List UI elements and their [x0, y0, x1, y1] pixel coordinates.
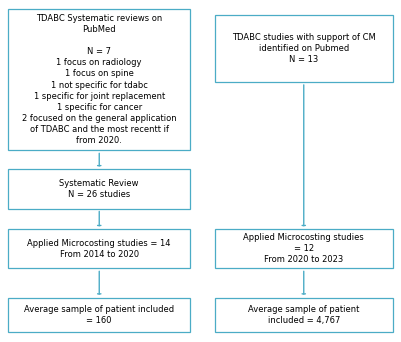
Text: TDABC Systematic reviews on
PubMed

N = 7
1 focus on radiology
1 focus on spine
: TDABC Systematic reviews on PubMed N = 7…: [22, 14, 176, 145]
FancyBboxPatch shape: [215, 229, 393, 268]
FancyBboxPatch shape: [8, 169, 190, 209]
Text: Systematic Review
N = 26 studies: Systematic Review N = 26 studies: [59, 179, 139, 199]
Text: Applied Microcosting studies = 14
From 2014 to 2020: Applied Microcosting studies = 14 From 2…: [28, 239, 171, 259]
Text: TDABC studies with support of CM
identified on Pubmed
N = 13: TDABC studies with support of CM identif…: [232, 33, 376, 64]
FancyBboxPatch shape: [8, 298, 190, 332]
FancyBboxPatch shape: [8, 229, 190, 268]
FancyBboxPatch shape: [215, 15, 393, 82]
Text: Average sample of patient included
= 160: Average sample of patient included = 160: [24, 305, 174, 325]
Text: Applied Microcosting studies
= 12
From 2020 to 2023: Applied Microcosting studies = 12 From 2…: [243, 233, 364, 264]
FancyBboxPatch shape: [215, 298, 393, 332]
FancyBboxPatch shape: [8, 9, 190, 150]
Text: Average sample of patient
included = 4,767: Average sample of patient included = 4,7…: [248, 305, 359, 325]
